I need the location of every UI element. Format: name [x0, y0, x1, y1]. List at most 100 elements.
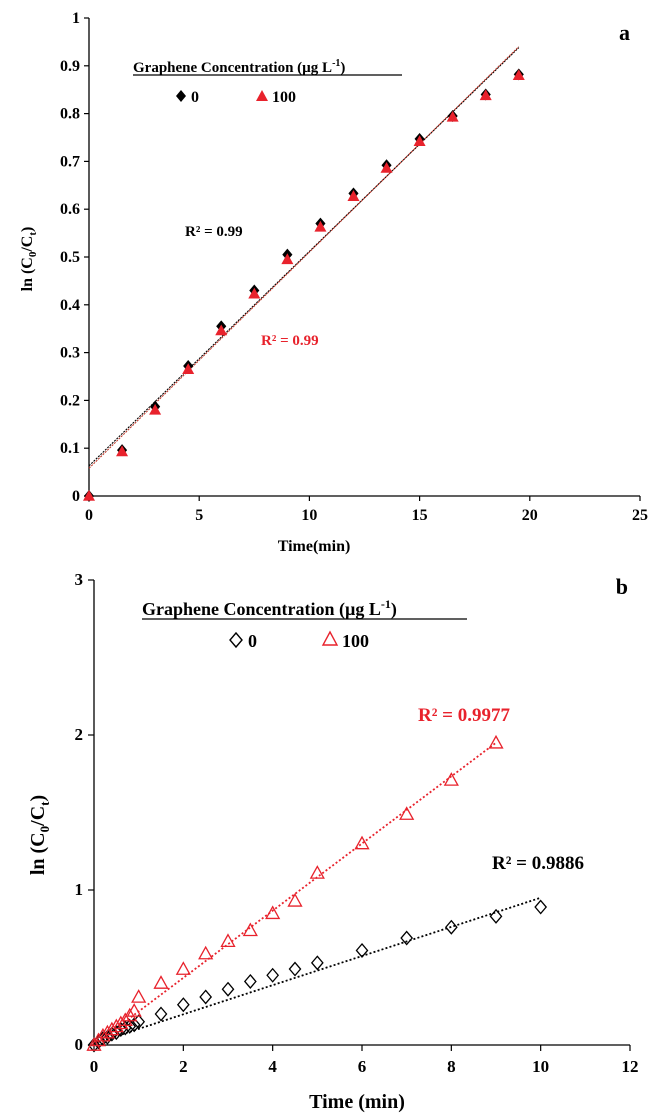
panel-a-label: a — [619, 20, 630, 45]
panel-a-y-tick-label: 0.7 — [60, 153, 80, 170]
panel-a-point-100-13 — [512, 69, 525, 81]
panel-b-point-100-0 — [86, 1037, 102, 1051]
panel-a-point-100-6 — [281, 253, 294, 265]
panel-b-legend-marker-100 — [321, 630, 339, 646]
panel-b-point-100-11 — [153, 975, 169, 989]
panel-b-r2-label-100: R² = 0.9977 — [418, 705, 510, 726]
panel-b-point-100-10 — [131, 989, 147, 1003]
panel-b-point-0-0 — [87, 1037, 101, 1053]
panel-b-x-tick-label: 10 — [532, 1057, 549, 1076]
panel-b-point-0-5 — [109, 1025, 123, 1041]
panel-a-y-tick-label: 0.4 — [60, 297, 80, 314]
panel-a-trendline-0 — [88, 47, 520, 467]
panel-b-point-0-16 — [266, 967, 280, 983]
panel-b-x-tick-label: 2 — [179, 1057, 188, 1076]
panel-b-point-100-17 — [287, 893, 303, 907]
panel-b-point-0-19 — [355, 942, 369, 958]
panel-b-legend-title: Graphene Concentration (µg L-1) — [142, 597, 397, 620]
panel-a-data-points — [82, 68, 525, 502]
ylabel-end: ) — [27, 795, 49, 802]
panel-b-y-tick-label: 0 — [75, 1035, 84, 1054]
panel-a-point-100-0 — [82, 489, 96, 501]
panel-b-point-0-14 — [221, 981, 235, 997]
panel-b-point-100-8 — [122, 1007, 138, 1022]
panel-a-r2-label-0: R² = 0.99 — [185, 224, 243, 240]
panel-a-legend-label-0: 0 — [191, 89, 199, 106]
panel-b-x-tick-label: 8 — [447, 1057, 456, 1076]
panel-a-x-tick-label: 0 — [85, 507, 93, 524]
panel-a-y-tick-label: 0.5 — [60, 249, 80, 266]
panel-a-point-100-5 — [248, 287, 261, 299]
panel-a-x-tick-label: 15 — [412, 507, 428, 524]
panel-b-point-0-12 — [176, 997, 190, 1013]
panel-b-y-axis-title: ln (C0/Ct) — [27, 795, 52, 875]
panel-b-point-100-13 — [198, 945, 214, 960]
panel-a-legend-label-100: 100 — [272, 89, 296, 106]
panel-a-point-100-12 — [479, 89, 492, 101]
panel-b-x-axis-title: Time (min) — [309, 1091, 405, 1113]
panel-b-trendline-0 — [93, 896, 541, 1045]
panel-a-point-100-1 — [116, 445, 129, 457]
legend-title-sup: -1 — [332, 58, 340, 69]
ylabel-mid: /C — [27, 806, 49, 827]
panel-a-y-tick-label: 0 — [72, 488, 80, 505]
panel-b-x-tick-label: 12 — [622, 1057, 639, 1076]
panel-a-y-tick-label: 1 — [72, 10, 80, 27]
panel-b-y-tick-label: 2 — [75, 725, 84, 744]
panel-b-point-0-8 — [123, 1018, 137, 1034]
panel-b-y-tick-label: 3 — [75, 570, 84, 589]
panel-b-point-0-15 — [243, 973, 257, 989]
legend-title-main: Graphene Concentration (µg L — [142, 599, 381, 620]
panel-b-legend-label-0: 0 — [248, 631, 257, 651]
panel-b-legend-label-100: 100 — [342, 631, 369, 651]
legend-title-end: ) — [340, 60, 345, 76]
panel-b-r2-label-0: R² = 0.9886 — [492, 853, 584, 874]
panel-a-axes — [84, 17, 641, 501]
panel-a-point-100-11 — [446, 110, 459, 122]
ylabel-sub2: t — [37, 801, 52, 806]
panel-b-point-0-22 — [489, 908, 503, 924]
panel-b-point-0-13 — [199, 989, 213, 1005]
panel-b-point-100-18 — [309, 865, 325, 879]
panel-a-y-tick-label: 0.8 — [60, 106, 80, 123]
panel-b-point-0-11 — [154, 1006, 168, 1022]
ylabel-mid: /C — [19, 236, 36, 253]
panel-b-data-points — [86, 734, 548, 1053]
panel-a-chart: 0 5 10 15 20 2500.10.20.30.40.50.60.70.80.91 … — [19, 10, 648, 555]
panel-b-point-100-9 — [126, 1003, 142, 1017]
ylabel-sub1: 0 — [37, 826, 52, 833]
panel-a-point-100-9 — [380, 161, 393, 173]
panel-b-point-100-14 — [220, 933, 236, 947]
panel-b-point-100-1 — [90, 1032, 107, 1047]
panel-a-point-100-8 — [347, 190, 360, 201]
panel-a-x-tick-label: 5 — [195, 507, 203, 524]
panel-a-point-100-4 — [215, 324, 228, 336]
panel-a-legend-marker-100 — [256, 90, 268, 101]
legend-title-main: Graphene Concentration (µg L — [133, 60, 332, 76]
panel-b-point-100-20 — [399, 806, 415, 820]
ylabel-sub1: 0 — [27, 251, 39, 257]
panel-b-x-tick-label: 6 — [358, 1057, 367, 1076]
panel-a-y-tick-label: 0.6 — [60, 201, 80, 218]
panel-b-legend: Graphene Concentration (µg L-1) 0 100 — [142, 597, 467, 651]
panel-a-point-100-10 — [413, 135, 426, 147]
ylabel-main: ln (C — [19, 257, 36, 291]
panel-b-legend-marker-0 — [229, 631, 243, 649]
panel-a-x-tick-label: 20 — [522, 507, 538, 524]
panel-a-tick-labels: 0 5 10 15 20 25 0 0.1 0.2 0.3 0.4 0.5 0.6 0.7 0.8 0.9 1 — [60, 10, 648, 524]
panel-b-point-0-18 — [310, 955, 324, 971]
panel-b-point-0-17 — [288, 961, 302, 977]
panel-b-point-100-21 — [443, 772, 459, 786]
panel-a-x-tick-label: 25 — [632, 507, 648, 524]
panel-b-point-0-21 — [444, 919, 458, 935]
panel-a-point-100-3 — [182, 363, 195, 375]
panel-b-x-tick-label: 0 — [90, 1057, 99, 1076]
panel-a-legend-marker-0 — [176, 90, 186, 102]
panel-a-legend: Graphene Concentration (µg L-1) 0 100 — [133, 58, 402, 106]
panel-a-point-100-2 — [149, 403, 162, 415]
panel-a-x-tick-label: 10 — [301, 507, 317, 524]
panel-b-label: b — [616, 574, 628, 599]
panel-a-y-tick-label: 0.9 — [60, 58, 80, 75]
